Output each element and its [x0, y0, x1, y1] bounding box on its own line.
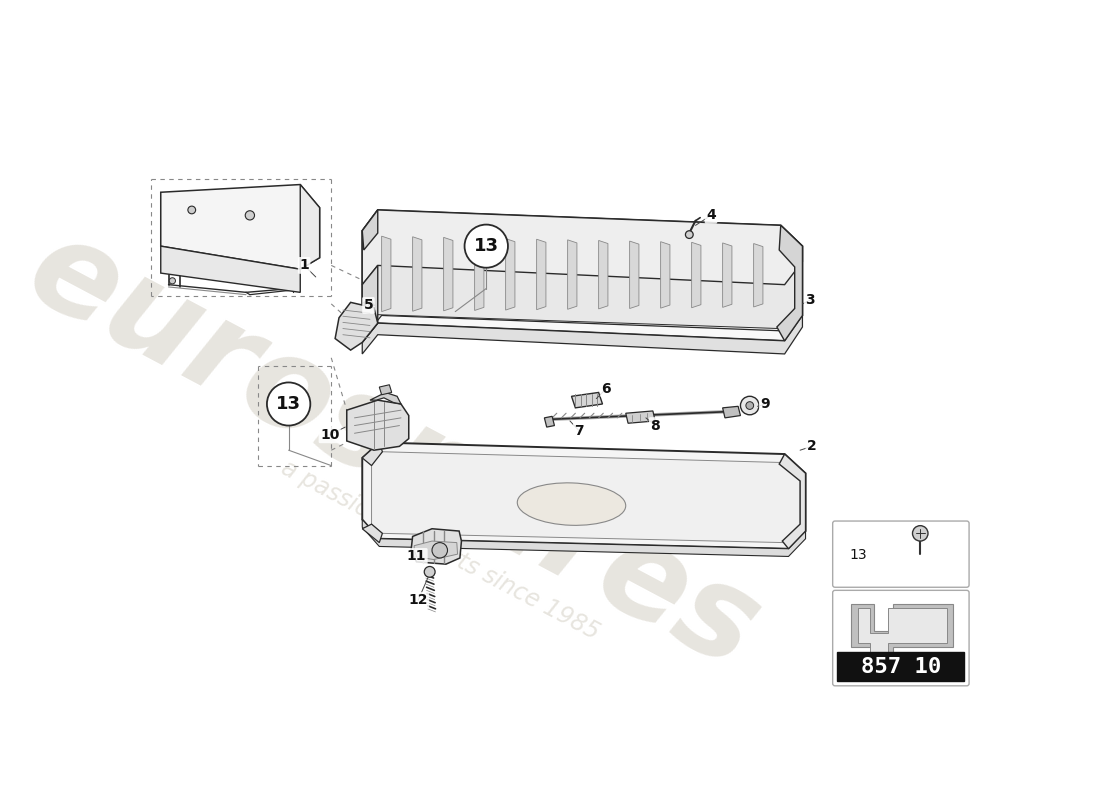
FancyBboxPatch shape	[837, 652, 965, 682]
Text: 6: 6	[602, 382, 612, 396]
Polygon shape	[661, 242, 670, 308]
Polygon shape	[506, 238, 515, 310]
Circle shape	[245, 210, 254, 220]
Polygon shape	[412, 237, 422, 311]
Polygon shape	[572, 393, 603, 408]
Circle shape	[267, 382, 310, 426]
Text: 857 10: 857 10	[860, 657, 940, 677]
Text: a passion for parts since 1985: a passion for parts since 1985	[276, 456, 603, 645]
Text: 5: 5	[364, 298, 373, 313]
Polygon shape	[362, 266, 377, 342]
Ellipse shape	[517, 483, 626, 526]
Text: 1: 1	[299, 258, 309, 272]
Text: eurospares: eurospares	[8, 206, 779, 695]
Circle shape	[685, 230, 693, 238]
Text: 11: 11	[407, 550, 427, 563]
Circle shape	[188, 206, 196, 214]
Circle shape	[425, 566, 436, 578]
Circle shape	[913, 526, 928, 541]
Text: 3: 3	[805, 293, 815, 307]
Polygon shape	[598, 241, 608, 309]
Circle shape	[432, 542, 448, 558]
Polygon shape	[362, 442, 805, 549]
Circle shape	[746, 402, 754, 410]
Polygon shape	[362, 210, 803, 342]
Polygon shape	[382, 236, 390, 312]
Polygon shape	[336, 302, 377, 350]
Text: 10: 10	[320, 428, 340, 442]
Circle shape	[740, 396, 759, 414]
Polygon shape	[300, 185, 320, 270]
FancyBboxPatch shape	[833, 521, 969, 587]
Text: 8: 8	[650, 418, 660, 433]
Polygon shape	[364, 300, 374, 308]
Polygon shape	[372, 452, 800, 542]
Polygon shape	[362, 315, 803, 354]
Polygon shape	[568, 240, 576, 310]
Polygon shape	[777, 226, 803, 341]
Polygon shape	[723, 243, 732, 307]
Polygon shape	[779, 454, 805, 549]
Polygon shape	[362, 210, 377, 250]
Text: 13: 13	[474, 237, 498, 255]
Polygon shape	[692, 242, 701, 308]
Polygon shape	[379, 385, 392, 394]
Polygon shape	[411, 529, 462, 564]
Text: 9: 9	[760, 397, 770, 411]
Polygon shape	[474, 238, 484, 310]
Polygon shape	[443, 238, 453, 311]
FancyBboxPatch shape	[833, 590, 969, 686]
Polygon shape	[346, 400, 409, 450]
Polygon shape	[370, 393, 402, 404]
Text: 13: 13	[276, 395, 301, 413]
Text: 4: 4	[706, 208, 716, 222]
Polygon shape	[364, 233, 794, 333]
Polygon shape	[362, 210, 803, 285]
Polygon shape	[161, 246, 300, 292]
Polygon shape	[850, 604, 953, 674]
Text: 12: 12	[408, 594, 428, 607]
Polygon shape	[415, 541, 458, 559]
Polygon shape	[723, 406, 740, 418]
Polygon shape	[362, 524, 383, 542]
Polygon shape	[161, 185, 320, 270]
Circle shape	[464, 225, 508, 268]
Polygon shape	[537, 239, 546, 310]
Circle shape	[169, 278, 176, 284]
Polygon shape	[629, 241, 639, 309]
Polygon shape	[858, 608, 947, 670]
Polygon shape	[626, 411, 656, 423]
Text: 7: 7	[574, 424, 584, 438]
Polygon shape	[362, 519, 805, 557]
Polygon shape	[366, 230, 798, 334]
Text: 2: 2	[807, 439, 816, 454]
Polygon shape	[544, 416, 554, 427]
Text: 13: 13	[849, 548, 867, 562]
Polygon shape	[362, 442, 383, 466]
Polygon shape	[754, 243, 763, 307]
